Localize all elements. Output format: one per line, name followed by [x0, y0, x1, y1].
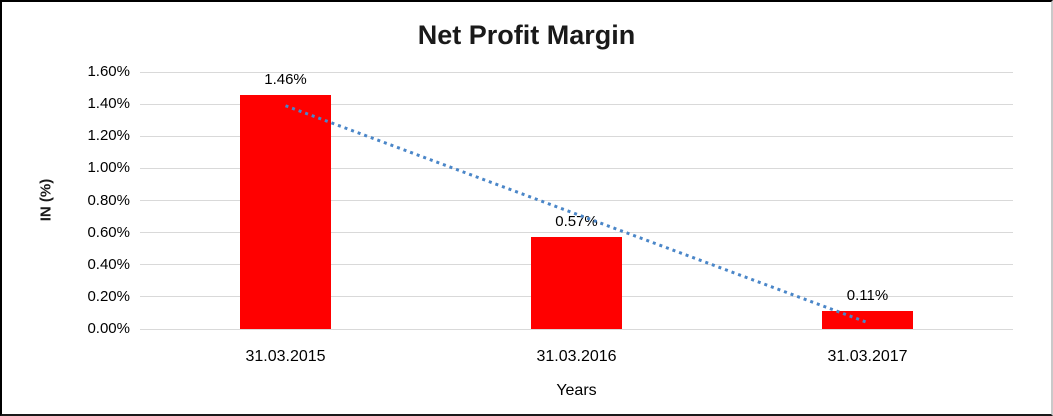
y-tick-label: 0.40%: [87, 255, 130, 273]
x-axis-title: Years: [556, 382, 597, 399]
chart-title: Net Profit Margin: [417, 20, 636, 50]
trendline: [284, 104, 869, 324]
gridline: [140, 103, 1013, 105]
gridline: [140, 135, 1013, 137]
bar-data-label: 1.46%: [264, 70, 307, 88]
bar-data-label: 0.57%: [555, 213, 598, 231]
x-tick-label: 31.03.2016: [536, 348, 617, 365]
gridline: [140, 71, 1013, 73]
y-tick-label: 0.20%: [87, 287, 130, 305]
y-tick-label: 1.00%: [87, 159, 130, 177]
y-tick-label: 0.80%: [87, 191, 130, 209]
y-tick-label: 0.00%: [87, 320, 130, 337]
x-tick-label: 31.03.2017: [827, 348, 908, 365]
y-tick-label: 0.60%: [87, 223, 130, 241]
gridline: [140, 167, 1013, 169]
bar-data-label: 0.11%: [846, 287, 889, 305]
bar: [822, 311, 913, 329]
bar: [240, 94, 331, 329]
x-tick-label: 31.03.2015: [245, 348, 326, 365]
gridline: [140, 200, 1013, 201]
trendline-path: [284, 104, 869, 324]
bar: [531, 237, 622, 329]
gridline: [140, 232, 1013, 234]
gridline: [140, 328, 1013, 330]
y-tick-label: 1.60%: [87, 63, 130, 80]
y-tick-label: 1.40%: [87, 95, 130, 113]
y-tick-label: 1.20%: [87, 127, 130, 145]
plot-area: 1.46% 0.57% 0.11%: [140, 70, 1013, 330]
